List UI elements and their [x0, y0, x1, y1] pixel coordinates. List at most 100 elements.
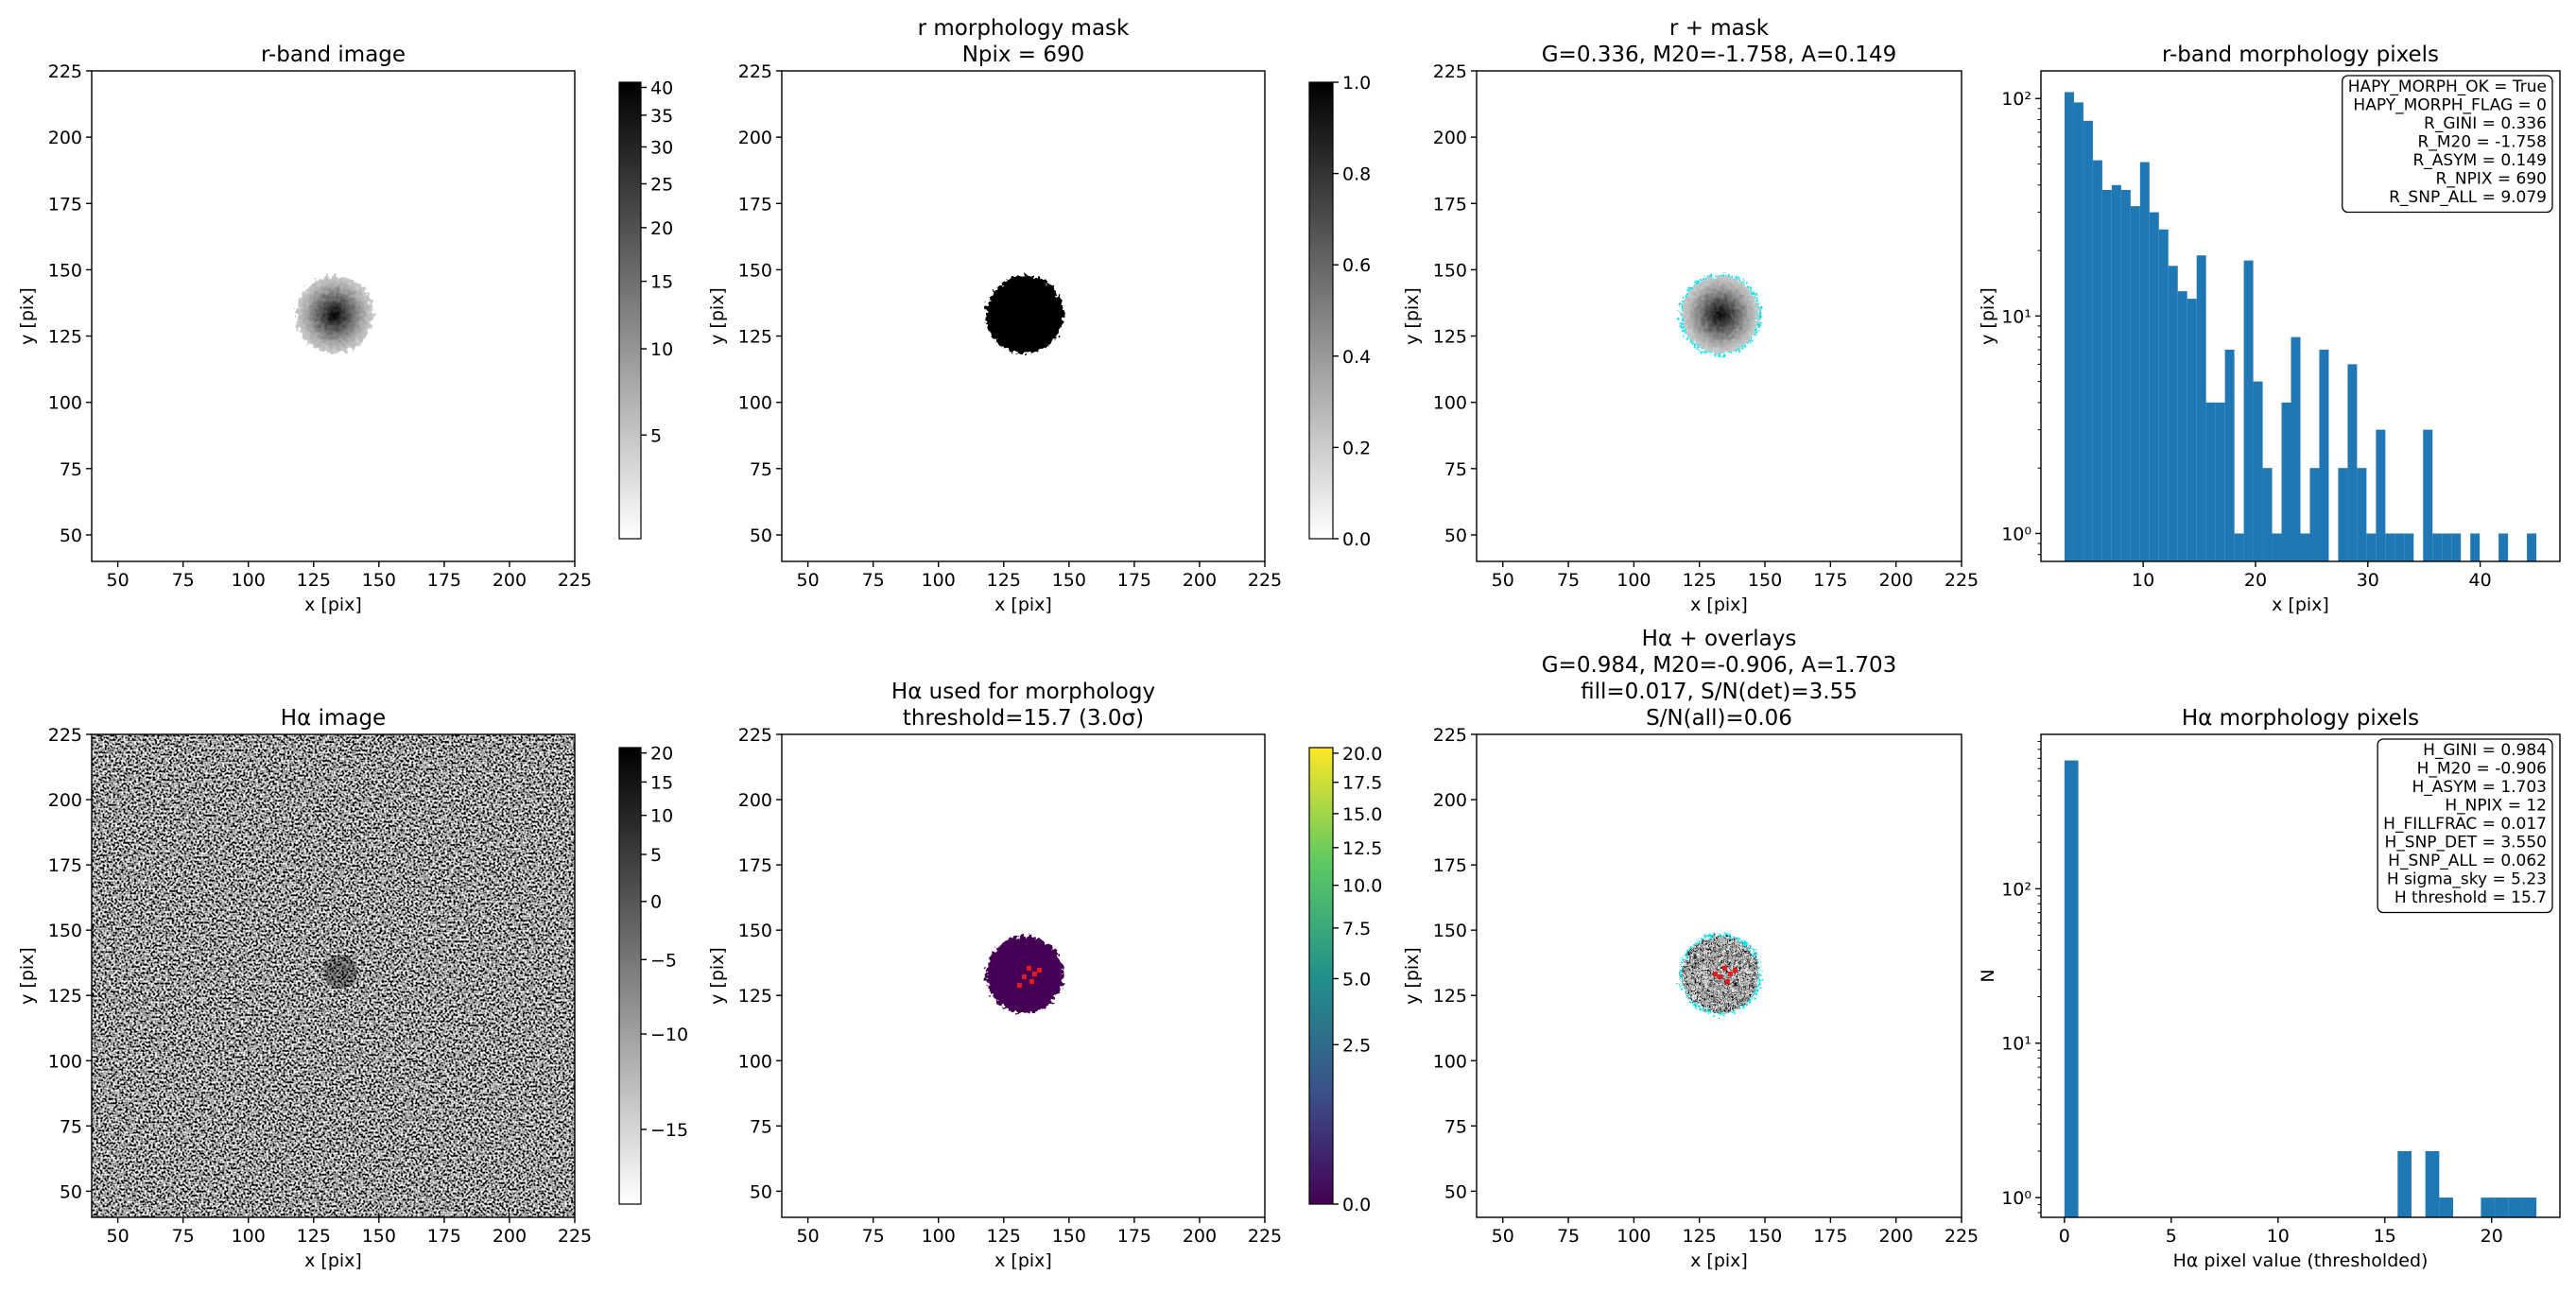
colorbar-tick-label: 7.5	[1342, 919, 1371, 939]
histogram-bar	[2451, 533, 2462, 561]
colorbar-tick-label: 1.0	[1342, 73, 1371, 94]
chart-title: Hα image	[281, 706, 386, 731]
y-axis-label: y [pix]	[1402, 947, 1423, 1005]
colorbar-tick-label: −10	[650, 1025, 688, 1045]
y-tick-label: 100	[48, 393, 82, 414]
annotation-line: R_M20 = -1.758	[2418, 133, 2547, 152]
y-tick-label: 125	[1433, 327, 1467, 348]
histogram-bar	[2149, 212, 2159, 561]
x-tick-label: 50	[107, 1226, 130, 1247]
y-axis-label: y [pix]	[1978, 287, 1998, 345]
histogram-bar	[2423, 429, 2433, 561]
x-tick-label: 125	[987, 1226, 1021, 1247]
annotation-line: H_SNP_DET = 3.550	[2385, 834, 2547, 853]
chart-title: r morphology mask	[918, 16, 1130, 41]
detected-pixels	[1713, 966, 1738, 984]
y-tick-label: 50	[60, 1181, 82, 1202]
colorbar	[1308, 81, 1334, 540]
x-tick-label: 125	[1683, 1226, 1717, 1247]
colorbar-tick-label: 0.8	[1342, 164, 1371, 185]
galaxy-image	[1682, 276, 1759, 353]
x-tick-label: 20	[2481, 1226, 2503, 1247]
x-tick-label: 75	[172, 570, 195, 591]
histogram-bar	[2527, 533, 2537, 561]
colorbar-tick-label: −15	[650, 1120, 688, 1141]
y-tick-label: 150	[1433, 921, 1467, 941]
x-tick-label: 175	[427, 570, 461, 591]
x-tick-label: 225	[1248, 570, 1282, 591]
x-tick-label: 200	[493, 570, 527, 591]
colorbar-tick-label: 40	[650, 78, 673, 98]
y-tick-label: 10⁰	[2001, 524, 2031, 544]
x-axis-label: x [pix]	[2272, 594, 2329, 615]
y-axis-label: y [pix]	[1402, 287, 1423, 345]
y-axis-label: y [pix]	[17, 947, 38, 1005]
histogram-bar	[2243, 260, 2254, 561]
y-tick-label: 225	[48, 725, 82, 746]
chart-title: Npix = 690	[962, 43, 1085, 67]
x-tick-label: 175	[427, 1226, 461, 1247]
y-tick-label: 50	[750, 525, 772, 546]
histogram-bar	[2083, 120, 2093, 561]
y-tick-label: 75	[60, 459, 82, 480]
x-axis-label: x [pix]	[1690, 1250, 1748, 1271]
x-tick-label: 75	[862, 570, 885, 591]
x-tick-label: 175	[1813, 570, 1847, 591]
histogram-bar	[2224, 349, 2235, 561]
mask-image	[986, 276, 1063, 353]
colorbar	[618, 747, 642, 1205]
x-tick-label: 100	[232, 1226, 266, 1247]
colorbar-tick-label: −5	[650, 950, 677, 971]
colorbar-tick-label: 10	[650, 806, 673, 827]
y-tick-label: 75	[1444, 1116, 1467, 1137]
colorbar-tick-label: 0.6	[1342, 255, 1371, 276]
histogram-bar	[2120, 189, 2131, 561]
histogram-bar	[2495, 1197, 2509, 1217]
histogram-bar	[2425, 1150, 2440, 1217]
histogram-bar	[2168, 266, 2178, 561]
chart-title: Hα morphology pixels	[2182, 706, 2419, 731]
chart-title: threshold=15.7 (3.0σ)	[903, 706, 1144, 731]
axes-frame	[91, 733, 576, 1218]
y-tick-label: 175	[48, 855, 82, 876]
galaxy-image	[296, 276, 373, 353]
histogram-bar	[2158, 229, 2169, 562]
histogram-bar	[2196, 255, 2206, 561]
colorbar-tick-label: 25	[650, 174, 673, 195]
x-tick-label: 225	[558, 570, 592, 591]
x-tick-label: 50	[1492, 1226, 1514, 1247]
colorbar-tick-label: 20.0	[1342, 744, 1382, 765]
x-tick-label: 150	[1748, 570, 1782, 591]
x-tick-label: 75	[1557, 1226, 1580, 1247]
histogram-bar	[2234, 533, 2244, 561]
histogram-bar	[2357, 468, 2367, 561]
colorbar-tick-label: 15.0	[1342, 804, 1382, 825]
colorbar-tick-label: 5.0	[1342, 969, 1371, 990]
histogram-bar	[2272, 533, 2282, 561]
x-tick-label: 30	[2357, 570, 2379, 591]
annotation-line: HAPY_MORPH_FLAG = 0	[2353, 96, 2547, 115]
colorbar-tick-label: 0	[650, 892, 662, 913]
axes-frame	[91, 70, 576, 562]
y-tick-label: 225	[738, 61, 772, 82]
x-tick-label: 200	[1879, 570, 1913, 591]
y-tick-label: 125	[738, 986, 772, 1007]
histogram-bar	[2130, 206, 2140, 562]
histogram-bar	[2073, 102, 2083, 561]
colorbar-tick-label: 5	[650, 425, 662, 446]
colorbar-tick-label: 0.4	[1342, 347, 1371, 368]
y-tick-label: 10¹	[2001, 1034, 2031, 1055]
colorbar-tick-label: 0.0	[1342, 1195, 1371, 1215]
chart-title: G=0.984, M20=-0.906, A=1.703	[1542, 653, 1897, 678]
y-tick-label: 125	[48, 327, 82, 348]
x-axis-label: x [pix]	[304, 1250, 362, 1271]
y-tick-label: 150	[738, 921, 772, 941]
histogram-bar	[2376, 429, 2386, 561]
colorbar-tick-label: 10	[650, 339, 673, 360]
chart-title: Hα + overlays	[1642, 627, 1797, 651]
annotation-line: HAPY_MORPH_OK = True	[2348, 78, 2547, 96]
y-tick-label: 50	[1444, 525, 1467, 546]
histogram-bar	[2508, 1197, 2523, 1217]
axes-frame	[2040, 733, 2561, 1218]
x-tick-label: 200	[1879, 1226, 1913, 1247]
